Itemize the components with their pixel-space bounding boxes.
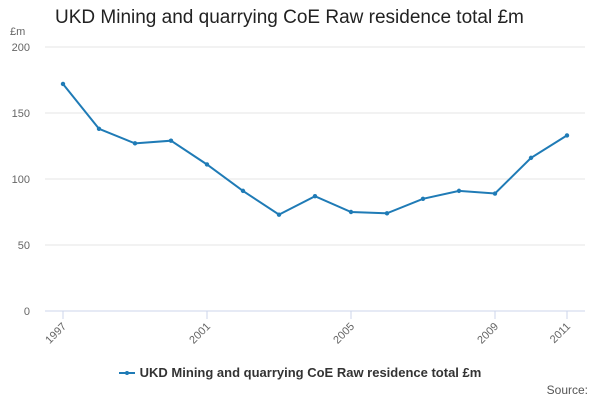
chart-title: UKD Mining and quarrying CoE Raw residen… [55,7,524,28]
x-tick-label: 1997 [43,321,69,347]
data-point[interactable] [168,138,174,143]
data-point[interactable] [528,155,534,161]
data-point[interactable] [564,133,570,138]
data-point[interactable] [276,212,282,217]
data-point[interactable] [384,211,390,216]
source-label: Source: [546,383,588,397]
y-tick-label: 100 [12,174,30,186]
y-tick-label: 50 [18,240,30,252]
legend[interactable]: UKD Mining and quarrying CoE Raw residen… [0,365,600,380]
data-point[interactable] [96,126,102,132]
data-point[interactable] [312,193,318,199]
data-point[interactable] [240,188,246,194]
x-tick-label: 2009 [475,321,501,347]
legend-label: UKD Mining and quarrying CoE Raw residen… [139,365,482,380]
x-tick-label: 2011 [548,321,573,346]
data-point[interactable] [204,162,210,167]
legend-line-icon [118,368,135,378]
y-tick-label: 150 [12,108,30,120]
x-tick-label: 2001 [187,321,213,347]
data-point[interactable] [456,188,462,194]
y-axis-label: £m [10,26,25,38]
y-tick-label: 0 [24,306,30,318]
data-point[interactable] [492,191,498,196]
x-tick-label: 2005 [331,321,357,347]
y-tick-label: 200 [12,42,30,54]
data-point[interactable] [60,81,66,87]
data-point[interactable] [348,209,354,215]
data-point[interactable] [420,196,426,201]
data-point[interactable] [132,141,138,146]
